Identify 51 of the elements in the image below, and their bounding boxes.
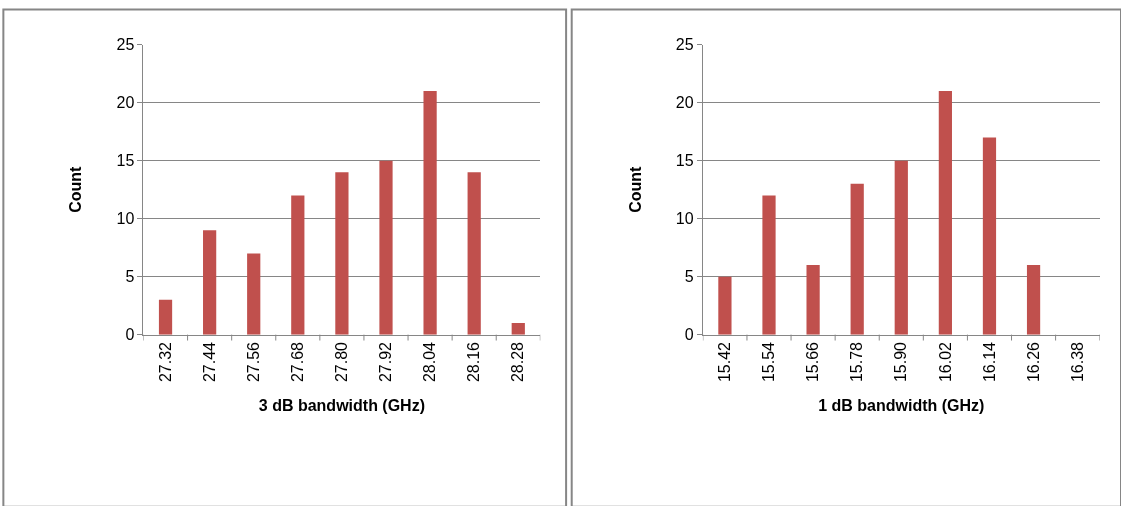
y-tick-label: 20 [675,94,694,112]
y-tick-label: 10 [675,210,694,228]
bar [894,160,908,335]
x-tick-label: 16.02 [936,341,954,383]
x-tick-label: 15.54 [760,341,778,383]
x-tick-label: 16.38 [1068,341,1086,383]
bar [379,160,393,335]
x-tick-label: 15.90 [892,341,910,383]
bar [762,195,776,335]
x-tick-label: 16.26 [1024,341,1042,383]
bar [335,172,349,335]
bar [511,323,525,335]
y-tick-label: 20 [116,94,135,112]
x-axis-title: 3 dB bandwidth (GHz) [258,396,426,414]
y-tick-label: 5 [125,268,135,286]
x-tick-label: 27.56 [244,341,262,383]
y-tick-label: 10 [116,210,135,228]
y-tick-label: 0 [125,326,135,344]
x-tick-label: 15.78 [848,341,866,383]
y-axis-title: Count [67,165,85,213]
bar [423,91,437,335]
bar [938,91,952,335]
y-tick-label: 15 [675,152,694,170]
bar [718,276,732,335]
x-tick-label: 28.04 [421,341,439,383]
x-tick-label: 27.44 [200,341,218,383]
x-tick-label: 27.80 [333,341,351,383]
x-tick-label: 16.14 [980,341,998,383]
x-tick-label: 28.16 [465,341,483,383]
bar [982,137,997,335]
y-tick-label: 0 [684,326,694,344]
y-tick-label: 5 [684,268,694,286]
bar [203,230,217,335]
bar [850,183,864,335]
y-tick-label: 25 [116,36,135,54]
x-tick-label: 27.32 [156,341,174,383]
y-tick-label: 15 [116,152,135,170]
x-tick-label: 27.92 [377,341,395,383]
x-tick-label: 15.66 [804,341,822,383]
bar [158,299,173,335]
x-tick-label: 28.28 [509,341,527,383]
bar [291,195,305,335]
bar [806,265,820,335]
x-tick-label: 15.42 [716,341,734,383]
x-tick-label: 27.68 [289,341,307,383]
bar [1026,265,1041,335]
y-tick-label: 25 [675,36,694,54]
bar [467,172,481,335]
bar [247,253,261,335]
x-axis-title: 1 dB bandwidth (GHz) [818,396,985,414]
y-axis-title: Count [626,165,644,213]
